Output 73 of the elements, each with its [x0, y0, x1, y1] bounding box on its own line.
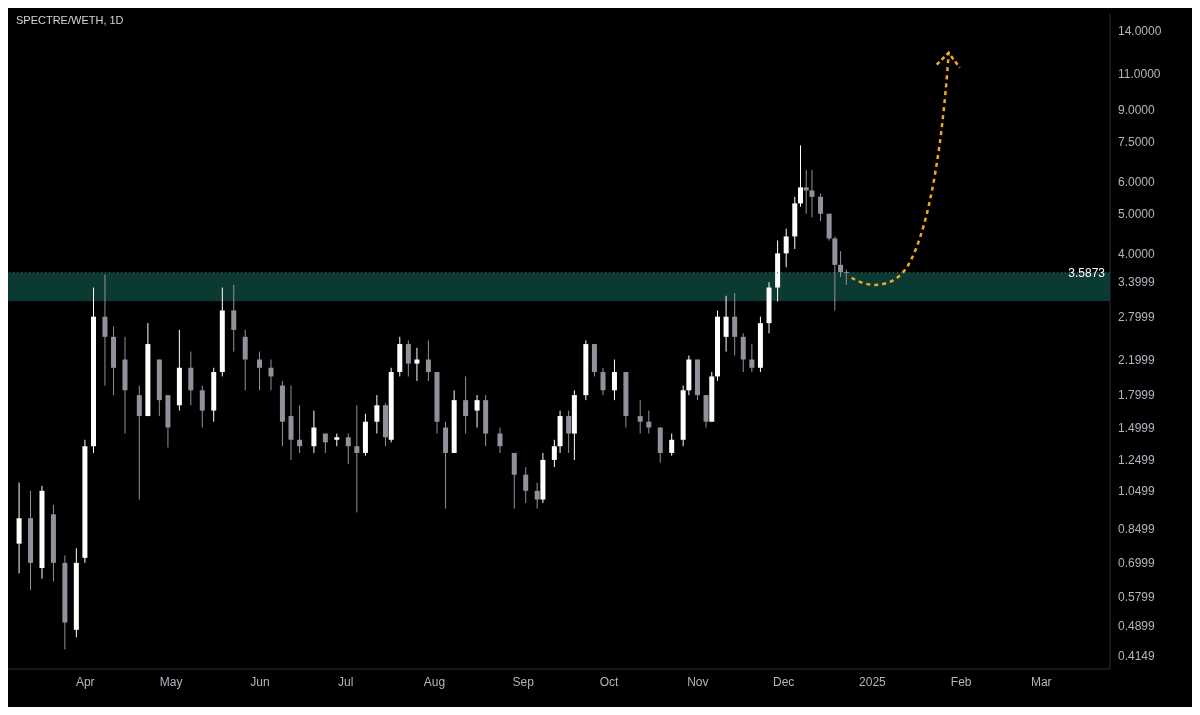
- y-tick-label: 3.3999: [1118, 275, 1156, 290]
- x-tick-label: Nov: [687, 674, 709, 689]
- candlestick: [102, 274, 108, 387]
- candlestick: [231, 284, 237, 353]
- x-tick-label: Jun: [250, 674, 270, 689]
- candlestick: [740, 332, 746, 373]
- candlestick: [405, 339, 411, 377]
- y-tick-label: 6.0000: [1118, 174, 1156, 189]
- candlestick: [199, 385, 205, 429]
- candlestick: [637, 399, 643, 435]
- y-tick-label: 4.0000: [1118, 246, 1156, 261]
- x-tick-label: May: [159, 674, 183, 689]
- x-tick-label: Feb: [950, 674, 972, 689]
- y-tick-label: 2.1999: [1118, 352, 1156, 367]
- candlestick: [646, 410, 652, 435]
- candlestick: [474, 394, 480, 429]
- candlestick: [809, 169, 815, 218]
- candlestick: [374, 394, 380, 435]
- y-tick-label: 1.2499: [1118, 453, 1156, 468]
- y-tick-label: 1.0499: [1118, 484, 1156, 499]
- candlestick: [288, 385, 294, 461]
- candlestick: [669, 433, 675, 457]
- candlestick: [523, 466, 529, 504]
- y-tick-label: 7.5000: [1118, 135, 1156, 150]
- y-tick-label: 0.8499: [1118, 521, 1156, 536]
- chart-title: SPECTRE/WETH, 1D: [16, 14, 124, 26]
- candlestick: [345, 433, 351, 465]
- candlestick: [838, 250, 844, 278]
- candlestick: [511, 452, 517, 510]
- y-tick-label: 0.5799: [1118, 589, 1156, 604]
- ref-line-label: 3.5873: [1068, 265, 1106, 280]
- candlestick: [749, 343, 755, 373]
- candlestick: [188, 351, 194, 406]
- candlestick: [566, 410, 572, 454]
- candlestick: [414, 347, 420, 382]
- y-tick-label: 2.7999: [1118, 309, 1156, 324]
- y-tick-label: 9.0000: [1118, 102, 1156, 117]
- x-tick-label: Dec: [773, 674, 795, 689]
- candlestick: [600, 367, 606, 396]
- candlestick: [803, 169, 809, 215]
- candlestick: [257, 351, 263, 391]
- y-tick-label: 0.4149: [1118, 648, 1156, 663]
- y-tick-label: 5.0000: [1118, 207, 1156, 221]
- candlestick: [463, 375, 469, 435]
- candlestick: [798, 144, 804, 208]
- candlestick: [354, 404, 360, 513]
- candlestick: [311, 410, 317, 454]
- x-tick-label: 2025: [859, 674, 887, 689]
- candlestick: [497, 427, 503, 454]
- candlestick: [268, 359, 274, 391]
- x-tick-label: Jul: [338, 674, 354, 689]
- candlestick: [732, 292, 738, 357]
- x-tick-label: Mar: [1030, 674, 1052, 689]
- candlestick: [297, 404, 303, 454]
- candlestick: [425, 339, 431, 382]
- candlestick: [534, 482, 540, 510]
- candlestick: [723, 295, 729, 353]
- candlestick: [242, 329, 248, 391]
- y-tick-label: 11.0000: [1118, 67, 1161, 81]
- x-tick-label: Oct: [599, 674, 620, 689]
- y-tick-label: 1.7999: [1118, 388, 1156, 403]
- candlestick: [551, 439, 557, 468]
- x-tick-label: Sep: [512, 674, 535, 689]
- x-tick-label: Apr: [75, 674, 95, 689]
- candlestick: [783, 228, 789, 268]
- candlestick: [818, 193, 824, 222]
- candlestick: [136, 385, 142, 501]
- candlestick: [611, 359, 617, 401]
- y-tick-label: 0.4899: [1118, 619, 1156, 634]
- y-tick-label: 1.4999: [1118, 420, 1156, 435]
- y-tick-label: 14.0000: [1118, 24, 1162, 39]
- y-tick-label: 0.6999: [1118, 556, 1156, 571]
- x-tick-label: Aug: [423, 674, 446, 689]
